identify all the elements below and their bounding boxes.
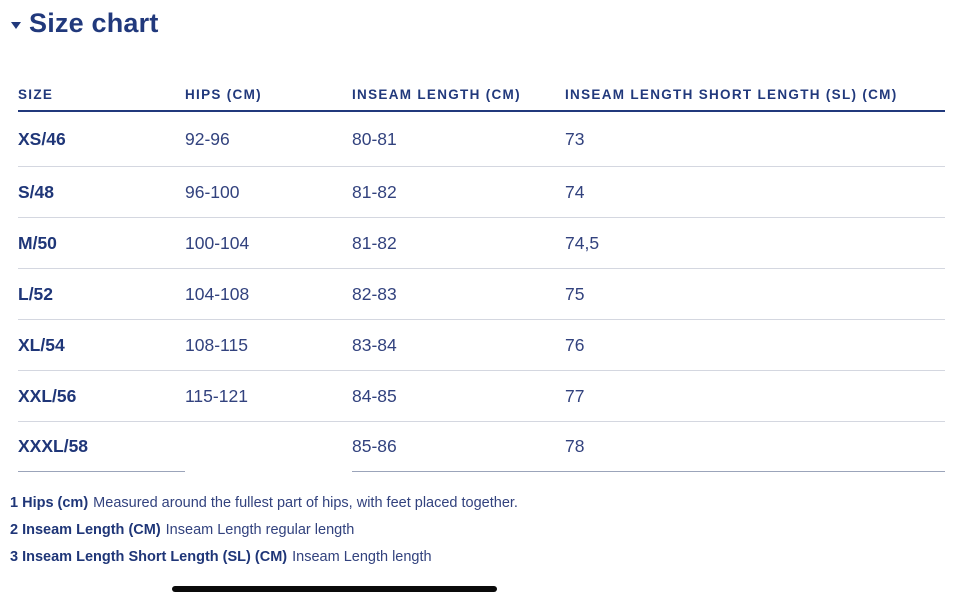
- cell-inseam: 81-82: [352, 232, 397, 253]
- footnote-label: 2 Inseam Length (CM): [10, 522, 161, 538]
- cell-size: XXXL/58: [18, 422, 185, 472]
- table-header-row: SIZE HIPS (CM) INSEAM LENGTH (CM) INSEAM…: [18, 78, 945, 112]
- cell-inseam-sl: 74,5: [565, 232, 600, 253]
- cell-size: XL/54: [18, 334, 65, 355]
- footnote: 3 Inseam Length Short Length (SL) (CM) In…: [10, 548, 518, 566]
- column-header-size: SIZE: [18, 86, 54, 102]
- cell-inseam: 81-82: [352, 181, 397, 202]
- cell-size: M/50: [18, 232, 57, 253]
- table-row: S/48 96-100 81-82 74: [18, 167, 945, 218]
- cell-inseam-sl: 76: [565, 334, 585, 355]
- cell-inseam-sl: 73: [565, 128, 585, 149]
- footnote: 1 Hips (cm) Measured around the fullest p…: [10, 494, 518, 512]
- table-row: XXL/56 115-121 84-85 77: [18, 371, 945, 422]
- column-header-inseam-sl: INSEAM LENGTH SHORT LENGTH (SL) (CM): [565, 86, 898, 102]
- cell-hips: 100-104: [185, 232, 250, 253]
- column-header-inseam: INSEAM LENGTH (CM): [352, 86, 521, 102]
- size-chart-table: SIZE HIPS (CM) INSEAM LENGTH (CM) INSEAM…: [18, 78, 945, 472]
- footnote-text: Inseam Length regular length: [165, 522, 355, 538]
- horizontal-scrollbar-thumb[interactable]: [172, 586, 497, 592]
- footnote-text: Inseam Length length: [292, 549, 432, 565]
- column-header-hips: HIPS (CM): [185, 86, 262, 102]
- page-title: Size chart: [29, 8, 159, 38]
- cell-inseam: 85-86: [352, 422, 565, 472]
- cell-hips: [185, 422, 352, 472]
- cell-hips: 115-121: [185, 385, 248, 406]
- cell-size: S/48: [18, 181, 54, 202]
- caret-down-icon: [11, 22, 21, 29]
- cell-inseam-sl: 78: [565, 422, 945, 472]
- cell-inseam: 83-84: [352, 334, 397, 355]
- cell-inseam-sl: 77: [565, 385, 585, 406]
- cell-hips: 92-96: [185, 128, 230, 149]
- table-row: XS/46 92-96 80-81 73: [18, 112, 945, 167]
- cell-size: L/52: [18, 283, 54, 304]
- cell-hips: 108-115: [185, 334, 248, 355]
- cell-inseam: 82-83: [352, 283, 397, 304]
- footnote-text: Measured around the fullest part of hips…: [93, 495, 518, 511]
- cell-hips: 104-108: [185, 283, 250, 304]
- cell-inseam-sl: 75: [565, 283, 585, 304]
- size-chart-accordion-toggle[interactable]: Size chart: [11, 8, 159, 39]
- cell-size: XS/46: [18, 128, 66, 149]
- cell-inseam: 84-85: [352, 385, 397, 406]
- table-row: XXXL/58 85-86 78: [18, 422, 945, 472]
- cell-inseam: 80-81: [352, 128, 397, 149]
- cell-inseam-sl: 74: [565, 181, 585, 202]
- cell-size: XXL/56: [18, 385, 77, 406]
- footnote-label: 3 Inseam Length Short Length (SL) (CM): [10, 549, 288, 565]
- cell-hips: 96-100: [185, 181, 240, 202]
- table-row: L/52 104-108 82-83 75: [18, 269, 945, 320]
- footnote-label: 1 Hips (cm): [10, 495, 89, 511]
- table-row: M/50 100-104 81-82 74,5: [18, 218, 945, 269]
- footnotes: 1 Hips (cm) Measured around the fullest p…: [10, 494, 518, 575]
- footnote: 2 Inseam Length (CM) Inseam Length regula…: [10, 521, 518, 539]
- table-row: XL/54 108-115 83-84 76: [18, 320, 945, 371]
